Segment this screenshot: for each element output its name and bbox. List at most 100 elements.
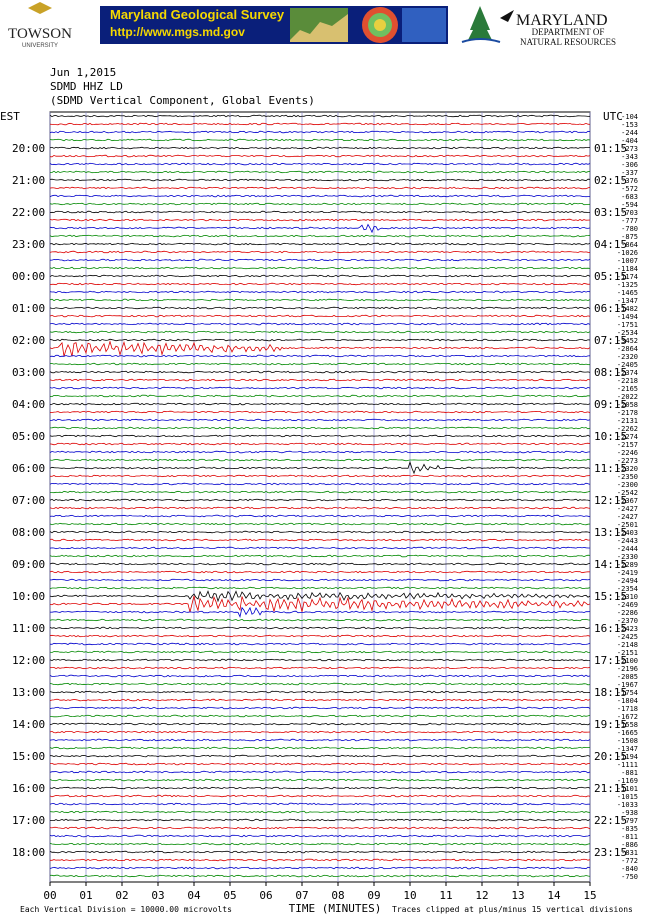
trace <box>49 370 591 374</box>
trace-offset: -1015 <box>617 793 638 801</box>
utc-time: 19:15 <box>594 718 627 731</box>
est-time: 13:00 <box>12 686 45 699</box>
trace <box>49 362 591 366</box>
trace <box>49 778 590 782</box>
trace-offset: -594 <box>621 201 638 209</box>
footer-note: Each Vertical Division = 10000.00 microv… <box>20 905 232 914</box>
trace-offset: -2148 <box>617 641 638 649</box>
trace <box>49 506 591 510</box>
est-time: 23:00 <box>12 238 45 251</box>
trace <box>49 378 591 382</box>
est-time: 00:00 <box>12 270 45 283</box>
est-time: 20:00 <box>12 142 45 155</box>
trace <box>49 122 591 126</box>
trace <box>49 738 591 742</box>
trace <box>49 498 591 502</box>
trace <box>49 866 591 870</box>
trace <box>49 274 591 278</box>
trace-offset: -2300 <box>617 481 638 489</box>
trace-offset: -835 <box>621 825 638 833</box>
x-tick-label: 11 <box>439 889 452 902</box>
trace <box>49 314 591 318</box>
trace <box>49 426 591 430</box>
x-tick-label: 05 <box>223 889 236 902</box>
trace <box>49 818 591 822</box>
trace-offset: -881 <box>621 769 638 777</box>
trace <box>49 570 591 574</box>
trace-offset: -1718 <box>617 705 638 713</box>
trace <box>49 826 591 830</box>
trace <box>49 634 591 638</box>
trace-offset: -840 <box>621 865 638 873</box>
trace-offset: -1194 <box>617 753 638 761</box>
utc-time: 03:15 <box>594 206 627 219</box>
x-tick-label: 00 <box>43 889 56 902</box>
trace-offset: -1508 <box>617 737 638 745</box>
trace <box>49 146 591 150</box>
est-time: 18:00 <box>12 846 45 859</box>
trace <box>49 242 591 246</box>
x-tick-label: 07 <box>295 889 308 902</box>
trace <box>49 834 591 838</box>
trace <box>49 474 591 478</box>
x-tick-label: 13 <box>511 889 524 902</box>
trace <box>49 194 591 198</box>
trace-offset: -772 <box>621 857 638 865</box>
dnr-sub: NATURAL RESOURCES <box>520 37 616 47</box>
trace <box>50 858 591 862</box>
trace-offset: -343 <box>621 153 638 161</box>
trace-offset: -337 <box>621 169 638 177</box>
trace-offset: -750 <box>621 873 638 881</box>
trace <box>49 658 591 662</box>
trace <box>49 642 591 646</box>
trace <box>49 450 591 454</box>
trace <box>49 562 591 566</box>
trace <box>49 786 591 790</box>
utc-time: 16:15 <box>594 622 627 635</box>
dnr-logo: MARYLAND DEPARTMENT OF NATURAL RESOURCES <box>461 6 616 47</box>
trace <box>49 394 591 398</box>
trace-offset: -2534 <box>617 329 638 337</box>
trace-offset: -2196 <box>617 665 638 673</box>
utc-time: 07:15 <box>594 334 627 347</box>
info-line: SDMD HHZ LD <box>50 80 123 93</box>
trace-offset: -1007 <box>617 257 638 265</box>
trace <box>49 282 591 286</box>
trace <box>49 130 591 134</box>
est-time: 04:00 <box>12 398 45 411</box>
trace-offset: -3452 <box>617 337 638 345</box>
x-tick-label: 03 <box>151 889 164 902</box>
trace-offset: -1494 <box>617 313 638 321</box>
trace-offset: -2864 <box>617 345 638 353</box>
est-time: 12:00 <box>12 654 45 667</box>
trace <box>49 210 590 214</box>
utc-time: 05:15 <box>594 270 627 283</box>
x-tick-label: 15 <box>583 889 596 902</box>
trace-offset: -2085 <box>617 673 638 681</box>
trace-offset: -2419 <box>617 569 638 577</box>
trace <box>49 458 591 462</box>
trace <box>49 698 591 702</box>
trace-offset: -2427 <box>617 505 638 513</box>
trace <box>49 186 591 190</box>
trace <box>49 810 591 814</box>
trace <box>49 258 591 262</box>
x-tick-label: 10 <box>403 889 416 902</box>
utc-time: 09:15 <box>594 398 627 411</box>
trace <box>49 330 591 334</box>
trace <box>49 794 591 798</box>
trace-offset: -1111 <box>617 761 638 769</box>
trace <box>49 626 591 630</box>
trace-offset: -1482 <box>617 305 638 313</box>
trace-offset: -1558 <box>617 721 638 729</box>
trace <box>49 842 591 846</box>
est-time: 10:00 <box>12 590 45 603</box>
trace-offset: -2542 <box>617 489 638 497</box>
est-time: 07:00 <box>12 494 45 507</box>
utc-time: 23:15 <box>594 846 627 859</box>
trace-offset: -2100 <box>617 657 638 665</box>
trace <box>50 754 591 758</box>
trace <box>49 154 591 158</box>
trace <box>49 442 591 446</box>
trace <box>50 762 591 766</box>
